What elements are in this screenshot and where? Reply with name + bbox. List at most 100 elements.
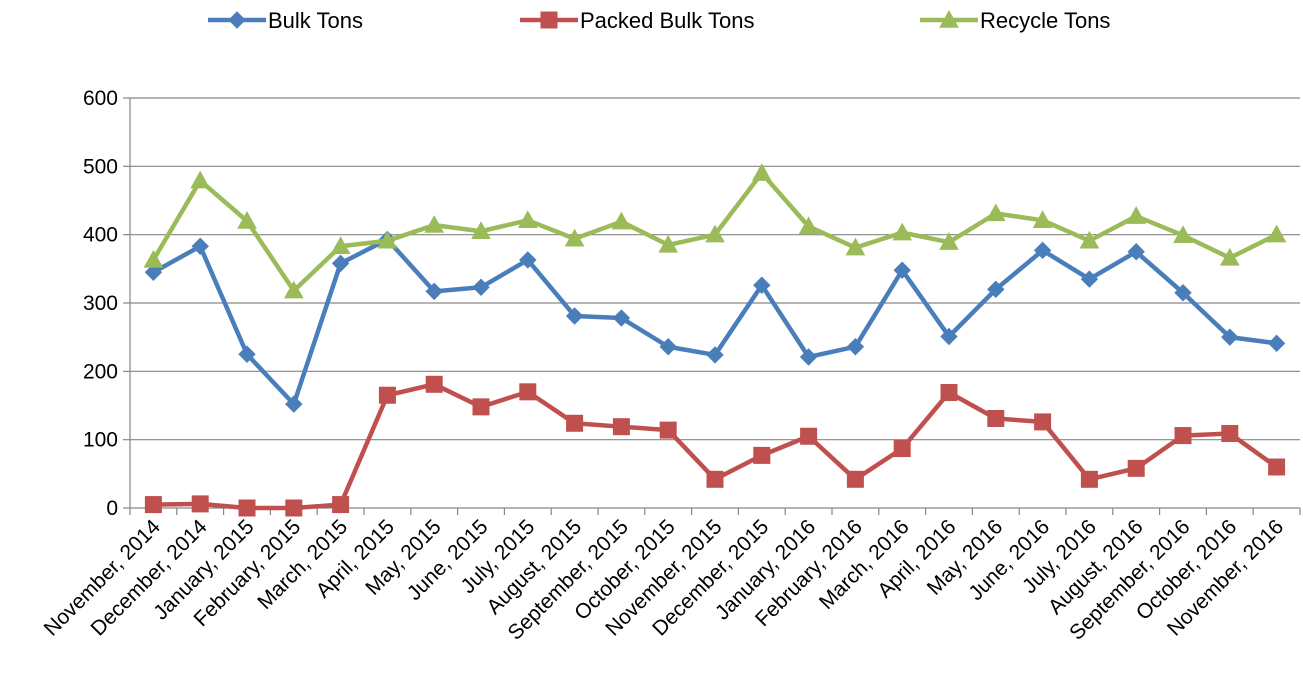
data-point-recycle-tons <box>611 211 632 230</box>
legend-marker <box>228 11 246 29</box>
legend-marker <box>540 11 558 29</box>
data-point-bulk-tons <box>659 338 677 356</box>
data-point-recycle-tons <box>1173 225 1193 244</box>
y-tick-label: 0 <box>106 497 118 520</box>
legend-label: Packed Bulk Tons <box>580 8 754 33</box>
data-point-bulk-tons <box>753 276 771 294</box>
legend-label: Bulk Tons <box>268 8 363 33</box>
data-point-bulk-tons <box>565 307 584 325</box>
data-point-bulk-tons <box>1174 284 1192 302</box>
series-layer <box>143 163 1287 517</box>
y-tick-label: 400 <box>83 224 118 247</box>
series-packed-bulk-tons <box>144 375 1286 517</box>
data-point-packed-bulk-tons <box>987 409 1005 427</box>
data-point-packed-bulk-tons <box>1080 470 1098 488</box>
data-point-packed-bulk-tons <box>1174 427 1192 445</box>
y-tick-label: 500 <box>83 155 118 178</box>
data-point-bulk-tons <box>893 261 911 279</box>
data-point-recycle-tons <box>424 215 445 233</box>
data-point-recycle-tons <box>143 249 164 268</box>
data-point-packed-bulk-tons <box>846 470 864 488</box>
data-point-bulk-tons <box>1267 334 1286 353</box>
data-point-recycle-tons <box>892 222 913 241</box>
series-line-packed-bulk-tons <box>153 382 1278 511</box>
data-point-bulk-tons <box>144 263 163 281</box>
data-point-packed-bulk-tons <box>612 418 630 436</box>
data-point-bulk-tons <box>285 395 303 413</box>
data-point-bulk-tons <box>191 237 209 255</box>
data-point-packed-bulk-tons <box>1268 458 1286 476</box>
data-point-bulk-tons <box>706 346 724 364</box>
data-point-packed-bulk-tons <box>519 383 537 401</box>
data-point-packed-bulk-tons <box>191 495 209 513</box>
data-point-bulk-tons <box>1221 328 1239 346</box>
data-point-packed-bulk-tons <box>1034 413 1052 431</box>
data-point-recycle-tons <box>751 163 772 181</box>
data-point-packed-bulk-tons <box>425 375 443 393</box>
series-recycle-tons <box>143 163 1287 299</box>
data-point-recycle-tons <box>283 280 304 299</box>
data-point-bulk-tons <box>1127 243 1145 261</box>
y-axis-ticks: 0 100 200 300 400 500 600 <box>83 87 130 520</box>
legend-marker <box>939 9 959 28</box>
data-point-recycle-tons <box>1126 206 1147 224</box>
data-point-packed-bulk-tons <box>753 446 771 464</box>
data-point-bulk-tons <box>1033 241 1052 260</box>
data-point-recycle-tons <box>939 232 959 250</box>
data-point-recycle-tons <box>1266 224 1287 243</box>
data-point-packed-bulk-tons <box>472 398 490 416</box>
data-point-recycle-tons <box>190 170 211 189</box>
data-point-recycle-tons <box>798 216 819 235</box>
data-point-recycle-tons <box>471 221 491 239</box>
data-point-packed-bulk-tons <box>285 499 303 517</box>
legend: Bulk Tons Packed Bulk Tons Recycle Tons <box>208 8 1110 33</box>
data-point-bulk-tons <box>846 338 865 356</box>
data-point-packed-bulk-tons <box>566 414 584 432</box>
data-point-recycle-tons <box>564 228 585 247</box>
data-point-bulk-tons <box>1080 270 1099 288</box>
data-point-recycle-tons <box>237 210 257 229</box>
data-point-packed-bulk-tons <box>940 384 958 402</box>
gridlines <box>130 97 1300 441</box>
data-point-packed-bulk-tons <box>659 421 677 439</box>
data-point-recycle-tons <box>985 203 1006 222</box>
data-point-packed-bulk-tons <box>378 386 396 404</box>
data-point-bulk-tons <box>519 251 537 269</box>
data-point-bulk-tons <box>331 254 350 273</box>
data-point-recycle-tons <box>517 210 538 229</box>
y-tick-label: 300 <box>83 292 118 315</box>
data-point-bulk-tons <box>472 278 490 296</box>
data-point-recycle-tons <box>658 234 679 253</box>
legend-entry-packed-bulk-tons: Packed Bulk Tons <box>520 8 754 33</box>
y-tick-label: 200 <box>83 360 118 383</box>
data-point-recycle-tons <box>1219 247 1240 266</box>
data-point-packed-bulk-tons <box>144 496 162 514</box>
data-point-bulk-tons <box>987 280 1005 299</box>
y-tick-label: 600 <box>83 87 118 110</box>
data-point-bulk-tons <box>425 282 443 301</box>
data-point-packed-bulk-tons <box>1127 459 1145 477</box>
data-point-recycle-tons <box>845 237 866 256</box>
legend-entry-bulk-tons: Bulk Tons <box>208 8 363 33</box>
data-point-packed-bulk-tons <box>893 440 911 458</box>
data-point-recycle-tons <box>1079 230 1100 249</box>
data-point-recycle-tons <box>330 236 351 254</box>
data-point-bulk-tons <box>940 327 958 346</box>
data-point-packed-bulk-tons <box>238 499 256 517</box>
data-point-recycle-tons <box>1032 210 1053 229</box>
data-point-packed-bulk-tons <box>1221 425 1239 443</box>
data-point-recycle-tons <box>377 230 398 249</box>
data-point-recycle-tons <box>705 224 725 243</box>
series-bulk-tons <box>144 230 1286 413</box>
legend-label: Recycle Tons <box>980 8 1110 33</box>
data-point-packed-bulk-tons <box>332 496 350 514</box>
data-point-packed-bulk-tons <box>800 427 818 445</box>
data-point-bulk-tons <box>612 309 631 327</box>
data-point-bulk-tons <box>799 348 818 366</box>
y-tick-label: 100 <box>83 429 118 452</box>
data-point-bulk-tons <box>238 345 256 363</box>
data-point-packed-bulk-tons <box>706 470 724 488</box>
legend-entry-recycle-tons: Recycle Tons <box>920 8 1110 33</box>
